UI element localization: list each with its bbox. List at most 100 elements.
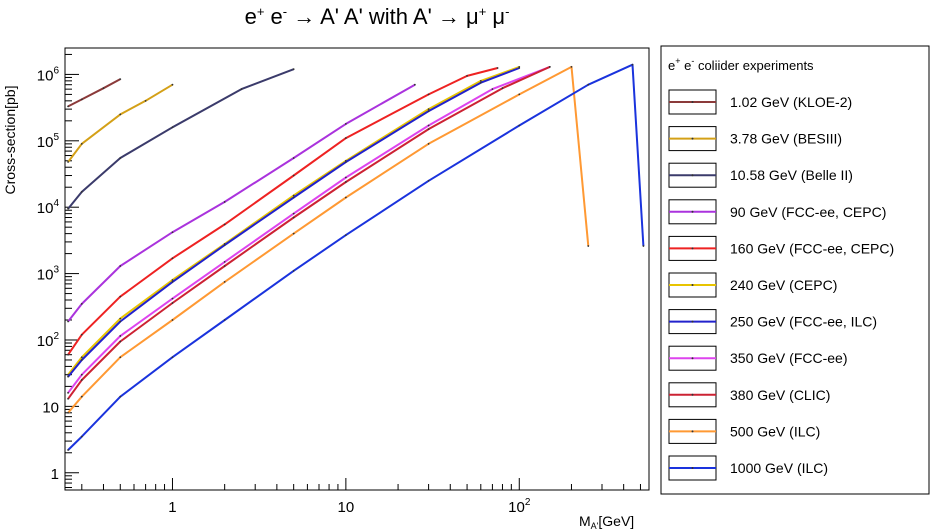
legend-swatch-marker bbox=[691, 210, 694, 213]
legend-swatch-marker bbox=[691, 174, 694, 177]
data-point bbox=[344, 234, 347, 236]
data-point bbox=[587, 245, 590, 247]
data-point bbox=[518, 67, 521, 69]
data-point bbox=[67, 320, 69, 323]
data-point bbox=[171, 126, 174, 129]
series-line-6 bbox=[67, 65, 520, 376]
data-point bbox=[119, 265, 122, 267]
series-line-8 bbox=[67, 65, 551, 394]
data-point bbox=[67, 105, 69, 108]
data-point bbox=[292, 174, 295, 177]
data-point bbox=[344, 161, 347, 163]
series-line-4 bbox=[67, 83, 416, 323]
x-tick-label: 102 bbox=[508, 497, 531, 516]
legend-swatch-marker bbox=[691, 247, 694, 250]
legend-label: 90 GeV (FCC-ee, CEPC) bbox=[730, 204, 886, 220]
series-line-11 bbox=[67, 63, 645, 451]
data-point bbox=[292, 194, 295, 197]
data-point bbox=[67, 411, 69, 414]
data-point bbox=[102, 87, 105, 90]
legend-swatch-marker bbox=[691, 284, 694, 286]
data-point bbox=[67, 375, 69, 378]
data-point bbox=[292, 212, 295, 215]
data-point bbox=[80, 379, 83, 381]
legend-label: 10.58 GeV (Belle II) bbox=[730, 167, 853, 183]
data-point bbox=[223, 261, 226, 263]
data-point bbox=[119, 157, 122, 159]
data-point bbox=[80, 359, 83, 361]
data-point bbox=[80, 395, 83, 398]
series-line-2 bbox=[67, 83, 174, 163]
y-tick-label: 106 bbox=[37, 65, 60, 84]
legend-label: 500 GeV (ILC) bbox=[730, 423, 820, 439]
legend-label: 160 GeV (FCC-ee, CEPC) bbox=[730, 240, 894, 256]
data-point bbox=[501, 87, 504, 90]
series-line-9 bbox=[67, 65, 551, 400]
legend-label: 3.78 GeV (BESIII) bbox=[730, 131, 842, 147]
data-point bbox=[67, 353, 69, 356]
data-point bbox=[240, 88, 243, 91]
legend-swatch-marker bbox=[691, 393, 694, 396]
data-point bbox=[479, 81, 482, 84]
data-point bbox=[344, 122, 347, 125]
series-line-5 bbox=[67, 67, 498, 356]
data-point bbox=[80, 142, 83, 145]
data-point bbox=[223, 244, 226, 246]
data-point bbox=[479, 79, 482, 82]
data-point bbox=[67, 449, 69, 451]
data-point bbox=[119, 78, 122, 81]
data-point bbox=[80, 302, 83, 305]
data-point bbox=[344, 137, 347, 139]
data-point bbox=[223, 223, 226, 226]
y-tick-label: 10 bbox=[42, 399, 59, 416]
y-tick-label: 1 bbox=[51, 466, 59, 483]
data-point bbox=[119, 295, 122, 298]
data-point bbox=[67, 397, 69, 400]
legend-label: 380 GeV (CLIC) bbox=[730, 387, 830, 403]
data-point bbox=[518, 124, 521, 127]
data-point bbox=[344, 196, 347, 199]
series-line-3 bbox=[67, 68, 295, 210]
legend-swatch-marker bbox=[691, 137, 694, 140]
legend-swatch-marker bbox=[691, 101, 694, 103]
data-point bbox=[80, 191, 83, 193]
y-tick-label: 103 bbox=[37, 265, 60, 284]
data-point bbox=[427, 124, 430, 127]
data-point bbox=[119, 335, 122, 337]
legend-swatch-marker bbox=[691, 430, 694, 433]
legend-title: e+ e- coliider experiments bbox=[668, 56, 814, 73]
x-tick-label: 1 bbox=[168, 499, 176, 516]
legend-swatch-marker bbox=[691, 320, 694, 323]
series-lines bbox=[67, 63, 645, 451]
x-tick-label: 10 bbox=[338, 499, 355, 516]
data-point bbox=[223, 280, 226, 283]
data-point bbox=[119, 395, 122, 398]
data-point bbox=[292, 68, 295, 71]
data-point bbox=[570, 65, 573, 68]
data-point bbox=[80, 333, 83, 336]
series-line-7 bbox=[67, 67, 520, 378]
legend-label: 250 GeV (FCC-ee, ILC) bbox=[730, 314, 877, 330]
plot-frame bbox=[64, 47, 650, 491]
data-point bbox=[292, 269, 295, 272]
data-point bbox=[223, 265, 226, 267]
data-point bbox=[80, 373, 83, 376]
data-point bbox=[642, 245, 645, 247]
data-point bbox=[548, 65, 551, 68]
data-point bbox=[119, 356, 122, 359]
data-point bbox=[466, 74, 468, 77]
data-point bbox=[171, 83, 174, 86]
data-point bbox=[427, 108, 430, 111]
data-point bbox=[119, 317, 122, 320]
data-point bbox=[80, 98, 83, 101]
y-axis-label: Cross-section[pb] bbox=[2, 86, 18, 195]
data-point bbox=[80, 356, 83, 359]
data-point bbox=[344, 181, 347, 183]
data-point bbox=[587, 83, 590, 86]
legend-items: 1.02 GeV (KLOE-2) 3.78 GeV (BESIII) 10.58 … bbox=[668, 89, 894, 481]
data-point bbox=[171, 302, 174, 304]
data-point bbox=[171, 356, 174, 359]
y-tick-label: 105 bbox=[37, 132, 60, 151]
data-point bbox=[413, 83, 416, 86]
